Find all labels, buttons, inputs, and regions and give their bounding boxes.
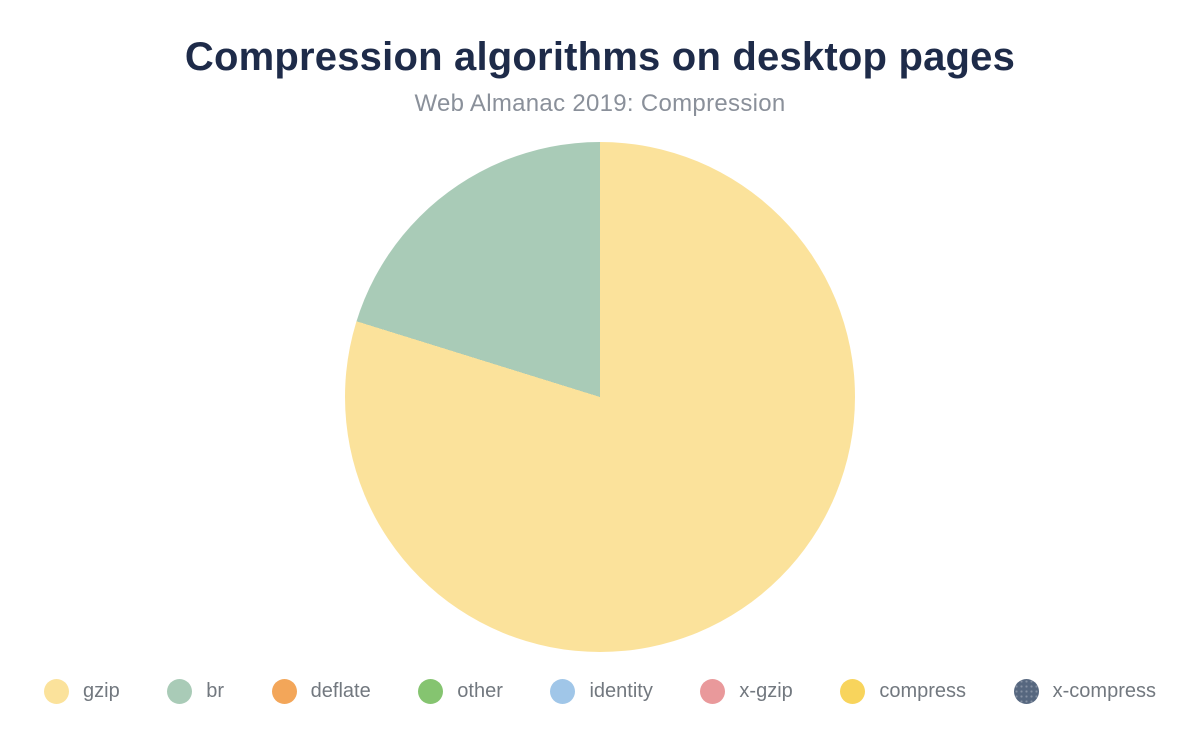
chart-title: Compression algorithms on desktop pages	[184, 35, 1016, 79]
legend-label: x-gzip	[739, 680, 793, 702]
legend-label: deflate	[310, 680, 371, 702]
legend-label: identity	[589, 680, 653, 702]
legend-item-x-compress: x-compress	[1013, 679, 1156, 704]
legend-swatch-gzip	[44, 679, 69, 704]
legend-swatch-br	[167, 679, 193, 704]
legend-label: other	[457, 680, 503, 702]
legend-item-identity: identity	[550, 679, 653, 704]
legend-swatch-identity	[550, 679, 576, 704]
legend-item-deflate: deflate	[271, 679, 371, 704]
chart-subtitle: Web Almanac 2019: Compression	[414, 90, 786, 117]
legend-item-x-gzip: x-gzip	[700, 679, 793, 704]
legend-swatch-other	[418, 679, 444, 704]
legend-item-gzip: gzip	[44, 679, 120, 704]
pie-chart[interactable]	[345, 142, 855, 652]
legend-swatch-compress	[840, 679, 866, 704]
legend-swatch-deflate	[271, 679, 297, 704]
legend-label: compress	[879, 680, 967, 702]
legend-label: br	[206, 680, 225, 702]
legend-item-br: br	[167, 679, 224, 704]
legend-label: x-compress	[1052, 680, 1156, 702]
legend-swatch-x-compress	[1013, 679, 1039, 704]
legend-swatch-x-gzip	[700, 679, 726, 704]
legend-item-compress: compress	[840, 679, 966, 704]
chart-legend: gzip br deflate other identity x-gzip compress…	[0, 679, 1200, 704]
legend-label: gzip	[83, 680, 120, 702]
legend-item-other: other	[418, 679, 503, 704]
